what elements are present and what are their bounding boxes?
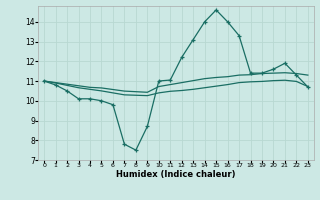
X-axis label: Humidex (Indice chaleur): Humidex (Indice chaleur) [116, 170, 236, 179]
